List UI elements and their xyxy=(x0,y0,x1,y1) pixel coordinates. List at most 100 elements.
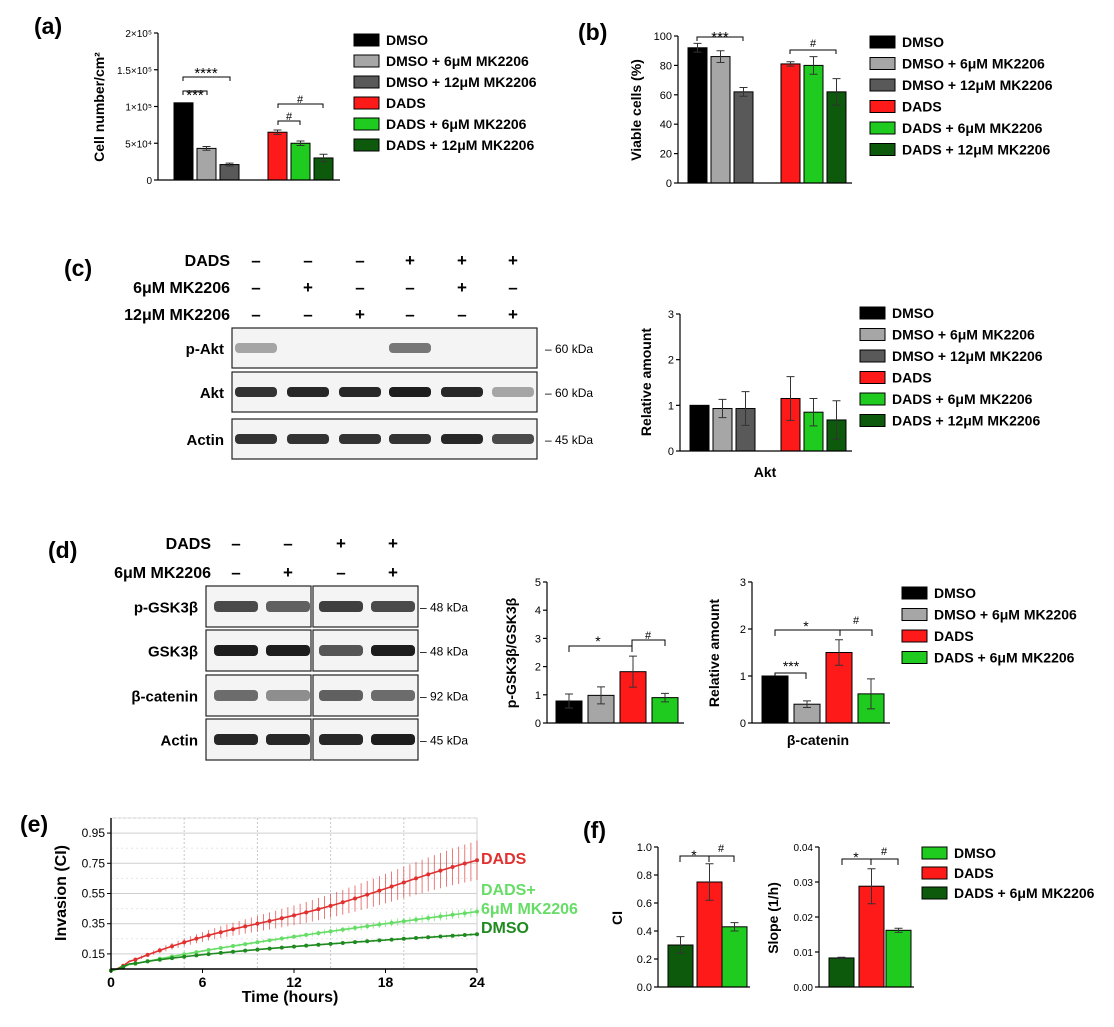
invasion-point xyxy=(218,930,223,935)
chart-d-legend: DMSO DMSO + 6μM MK2206 DADS DADS + 6μM MK22… xyxy=(901,585,1077,666)
legend-label: DMSO xyxy=(954,845,996,861)
chart-c-ylabel: Relative amount xyxy=(638,328,654,436)
blot-d: DADS – – + +6μM MK2206 – + – + p-GSK3β – 48 kDa GSK… xyxy=(114,534,468,761)
ytick-label: 4 xyxy=(535,605,541,617)
chart-c-xlabel: Akt xyxy=(754,464,777,480)
errorbar-d2-2 xyxy=(835,639,843,666)
sig-f1-2: # xyxy=(718,843,725,855)
invasion-point xyxy=(340,940,345,945)
errorbar-d2-3 xyxy=(867,678,875,710)
invasion-point xyxy=(267,938,272,943)
blot-band xyxy=(319,601,363,612)
legend-swatch xyxy=(353,138,380,152)
blot-band xyxy=(371,601,415,612)
blot-lane-mark: – xyxy=(303,251,312,270)
blot-band xyxy=(339,434,381,444)
blot-row-label: Actin xyxy=(187,432,225,449)
errorbar-b-3 xyxy=(786,61,795,67)
invasion-point xyxy=(255,921,260,926)
invasion-point xyxy=(194,936,199,941)
ytick-label: 0.95 xyxy=(82,826,106,840)
bar-a-0 xyxy=(173,102,194,181)
invasion-point xyxy=(145,959,150,964)
xtick-label: 0 xyxy=(107,974,115,990)
sig-f2-2: # xyxy=(881,846,888,858)
blot-band xyxy=(389,343,431,353)
blot-row-label: Actin xyxy=(161,733,199,750)
chart-d1-significance: * # xyxy=(568,630,666,652)
errorbar-c-2 xyxy=(741,391,750,426)
invasion-series-2 xyxy=(109,932,479,973)
blot-row-label: p-Akt xyxy=(186,341,224,358)
sig-d2-1: *** xyxy=(783,658,800,674)
invasion-point xyxy=(389,920,394,925)
blot-lane-mark: + xyxy=(388,534,398,553)
ytick-label: 2 xyxy=(668,355,674,367)
ytick-label: 0 xyxy=(535,718,541,730)
blot-lane-mark: + xyxy=(388,563,398,582)
ytick-label: 0.2 xyxy=(637,954,652,966)
ytick-label: 0.6 xyxy=(637,898,652,910)
blot-membrane xyxy=(231,327,538,369)
xtick-label: 6 xyxy=(199,974,207,990)
ytick-label: 1 xyxy=(740,671,746,683)
ytick-label: 0 xyxy=(740,718,746,730)
sig-b-1: *** xyxy=(711,29,729,46)
blot-condition-label: DADS xyxy=(166,536,212,553)
invasion-point xyxy=(206,952,211,957)
legend-swatch xyxy=(859,392,886,406)
blot-band xyxy=(319,734,363,745)
chart-a-legend: DMSO DMSO + 6μM MK2206 DMSO + 12μM MK2206 D… xyxy=(353,32,537,153)
chart-e: 0.15 0.35 0.55 0.75 0.95 0 6 12 18 24 Invasion (C… xyxy=(53,817,578,1006)
invasion-point xyxy=(450,933,455,938)
invasion-point xyxy=(365,924,370,929)
blot-band xyxy=(266,734,310,745)
invasion-point xyxy=(475,932,479,937)
chart-b: 0 20 40 60 80 100 Viable cells (%) *** # DMSO… xyxy=(628,29,1053,190)
chart-d1-ylabel: p-GSK3β/GSK3β xyxy=(503,597,519,708)
chart-e-label-dads6-line1: DADS+ xyxy=(481,882,536,899)
chart-f1-significance: * # xyxy=(679,843,735,863)
legend-label: DADS + 6μM MK2206 xyxy=(934,650,1075,666)
invasion-point xyxy=(255,940,260,945)
invasion-point xyxy=(365,939,370,944)
errorbar-d1-1 xyxy=(597,686,605,705)
invasion-point xyxy=(182,954,187,959)
blot-kda: – 60 kDa xyxy=(545,386,593,400)
legend-label: DADS xyxy=(934,628,974,644)
legend-label: DMSO + 12μM MK2206 xyxy=(386,74,537,90)
blot-band xyxy=(389,434,431,444)
bar-b-3 xyxy=(780,63,801,184)
sig-f2-1: * xyxy=(853,849,859,865)
blot-lane-mark: – xyxy=(251,251,260,270)
legend-label: DADS xyxy=(954,865,994,881)
invasion-point xyxy=(414,917,418,922)
blot-band xyxy=(235,434,277,444)
invasion-point xyxy=(218,946,223,951)
legend-swatch xyxy=(353,75,380,89)
blot-kda: – 48 kDa xyxy=(420,645,468,659)
blot-band xyxy=(441,387,483,397)
invasion-point xyxy=(206,948,211,953)
errorbar-f2-2 xyxy=(894,927,903,933)
invasion-point xyxy=(182,940,187,945)
blot-row-label: Akt xyxy=(200,385,224,402)
blot-band xyxy=(287,387,329,397)
ytick-label: 5 xyxy=(535,577,541,589)
chart-b-legend: DMSO DMSO + 6μM MK2206 DMSO + 12μM MK2206 D… xyxy=(869,34,1053,158)
panel-label-c: (c) xyxy=(64,255,92,281)
blot-lane-mark: – xyxy=(251,305,260,324)
invasion-point xyxy=(194,950,199,955)
legend-label: DADS + 6μM MK2206 xyxy=(954,885,1095,901)
ytick-label: 0.03 xyxy=(794,878,814,889)
sig-d1-2: # xyxy=(645,630,652,642)
legend-swatch xyxy=(901,629,928,643)
blot-lane-mark: – xyxy=(231,563,240,582)
legend-swatch xyxy=(859,371,886,384)
legend-label: DADS + 12μM MK2206 xyxy=(902,142,1050,158)
invasion-point xyxy=(316,931,321,936)
legend-swatch xyxy=(859,349,886,363)
blot-band xyxy=(287,434,329,444)
invasion-point xyxy=(255,947,260,952)
chart-e-label-dads6-line2: 6μM MK2206 xyxy=(481,901,578,918)
